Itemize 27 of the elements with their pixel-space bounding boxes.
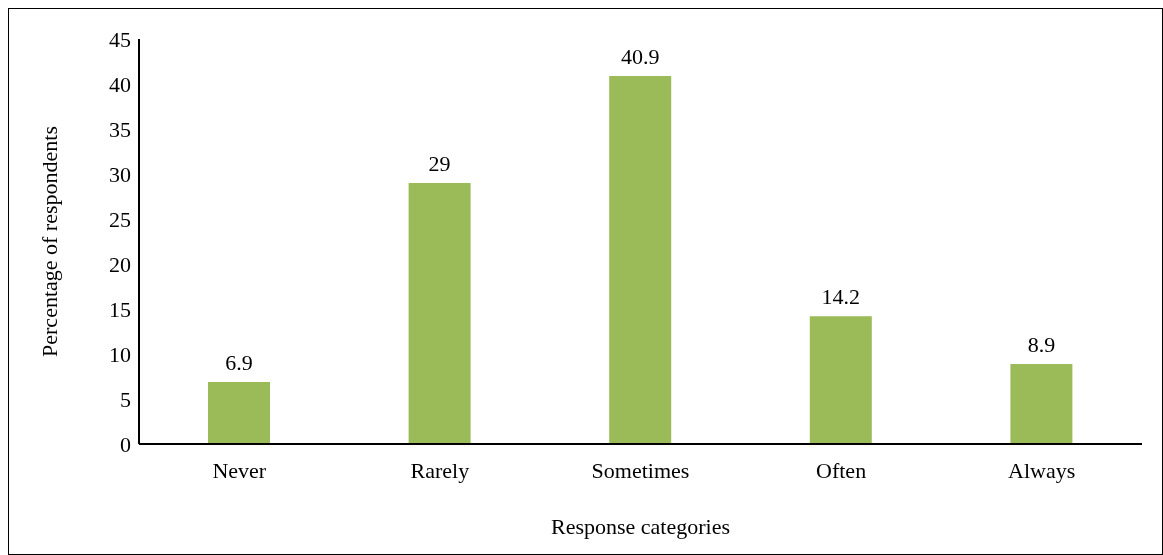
y-tick-label: 25 xyxy=(109,206,131,232)
bar xyxy=(208,381,270,444)
data-label: 29 xyxy=(428,151,451,176)
data-label: 14.2 xyxy=(821,284,861,310)
data-label: 40.9 xyxy=(620,43,660,69)
y-axis-title: Percentage of respondents xyxy=(36,126,62,357)
y-tick-label: 40 xyxy=(109,71,131,97)
y-tick-label: 20 xyxy=(109,251,131,277)
data-label: 6.9 xyxy=(225,349,253,375)
bar xyxy=(1010,363,1073,444)
x-axis-title: Response categories xyxy=(551,514,730,539)
bar xyxy=(609,75,672,444)
y-tick-label: 45 xyxy=(109,26,131,52)
y-tick-label: 0 xyxy=(120,431,131,457)
x-tick-label: Always xyxy=(1008,457,1076,483)
bar xyxy=(408,183,471,444)
x-tick-label: Rarely xyxy=(410,457,470,483)
data-label: 8.9 xyxy=(1027,331,1056,357)
y-tick-label: 35 xyxy=(109,116,131,142)
y-tick-label: 15 xyxy=(109,296,131,322)
y-tick-label: 5 xyxy=(120,386,131,412)
x-tick-label: Often xyxy=(816,457,867,483)
y-tick-label: 10 xyxy=(109,341,131,367)
x-tick-label: Never xyxy=(212,457,267,483)
x-tick-label: Sometimes xyxy=(591,457,690,483)
y-tick-label: 30 xyxy=(109,161,131,187)
bar xyxy=(809,316,872,444)
